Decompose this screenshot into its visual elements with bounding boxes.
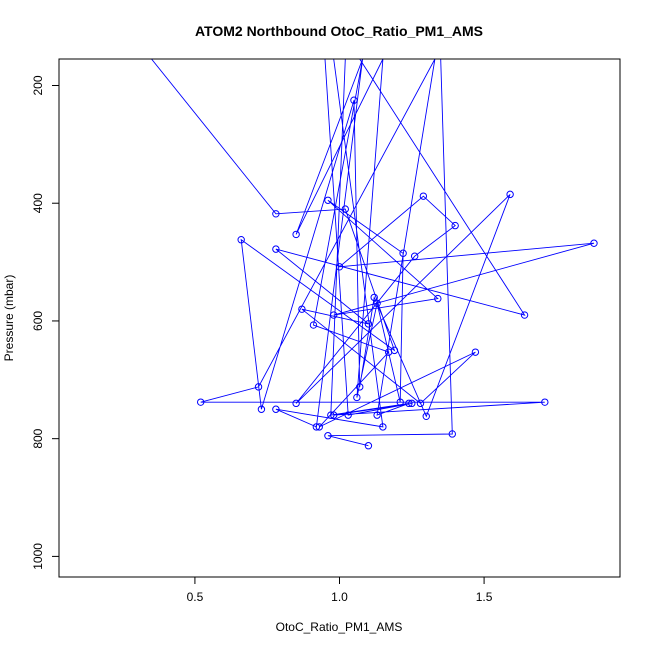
data-point	[324, 432, 332, 440]
data-point	[370, 293, 378, 302]
data-point	[541, 398, 549, 406]
x-axis-label: OtoC_Ratio_PM1_AMS	[276, 620, 403, 634]
data-point	[353, 393, 361, 402]
data-point	[416, 399, 425, 408]
chart-title: ATOM2 Northbound OtoC_Ratio_PM1_AMS	[195, 23, 483, 39]
x-tick-label: 0.5	[187, 590, 204, 604]
data-point	[364, 442, 373, 450]
y-tick-label: 400	[31, 193, 45, 213]
data-point	[373, 299, 381, 307]
data-point	[520, 311, 529, 319]
plot-frame	[58, 58, 621, 578]
data-point	[272, 405, 280, 413]
y-axis-label: Pressure (mbar)	[2, 275, 16, 362]
data-point	[237, 236, 245, 244]
data-point	[330, 311, 338, 319]
data-point	[405, 399, 413, 408]
data-point	[341, 205, 349, 213]
data-point	[292, 230, 300, 239]
data-point	[373, 411, 381, 419]
data-point	[272, 210, 280, 218]
data-point	[272, 245, 280, 253]
data-point	[506, 190, 514, 199]
y-tick-label: 800	[31, 428, 45, 448]
data-point	[399, 249, 407, 257]
data-point	[350, 96, 358, 104]
data-point	[292, 399, 300, 408]
y-tick-label: 200	[31, 75, 45, 95]
data-point	[396, 398, 404, 406]
data-point	[335, 263, 344, 271]
data-point	[471, 348, 480, 356]
x-tick-label: 1.5	[476, 590, 493, 604]
data-point	[315, 423, 323, 431]
data-point	[451, 221, 459, 230]
data-point	[257, 405, 266, 413]
data-point	[309, 321, 318, 329]
data-point	[379, 423, 387, 431]
data-point	[434, 294, 442, 303]
data-point	[410, 252, 419, 260]
data-point	[384, 348, 393, 356]
data-point	[196, 398, 205, 406]
data-point	[356, 383, 364, 391]
series-layer	[151, 59, 595, 447]
data-point	[254, 383, 263, 391]
data-point	[364, 320, 373, 328]
data-point	[330, 411, 338, 419]
data-point	[408, 399, 416, 408]
data-point	[419, 192, 428, 200]
data-point	[312, 423, 321, 431]
data-point	[448, 430, 456, 438]
data-point	[324, 196, 332, 204]
y-axis: 200 400 600 800 1000	[31, 75, 59, 570]
series-line	[151, 59, 595, 447]
x-tick-label: 1.0	[331, 590, 348, 604]
data-point	[344, 411, 352, 419]
x-axis: 0.5 1.0 1.5	[187, 577, 493, 604]
data-point	[298, 305, 306, 313]
y-tick-label: 1000	[31, 543, 45, 570]
data-point	[590, 239, 598, 247]
points-layer	[196, 96, 598, 450]
y-tick-label: 600	[31, 311, 45, 331]
data-point	[327, 411, 335, 419]
data-point	[422, 412, 430, 421]
